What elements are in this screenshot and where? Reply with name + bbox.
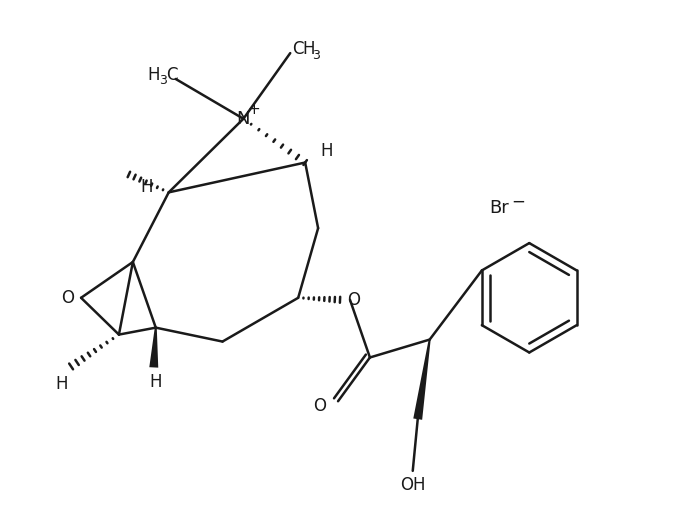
Polygon shape bbox=[150, 328, 158, 368]
Text: O: O bbox=[61, 289, 74, 307]
Text: C: C bbox=[166, 66, 177, 84]
Text: 3: 3 bbox=[312, 48, 320, 61]
Text: H: H bbox=[148, 66, 160, 84]
Text: O: O bbox=[314, 397, 326, 415]
Text: H: H bbox=[302, 40, 315, 58]
Text: C: C bbox=[292, 40, 303, 58]
Text: 3: 3 bbox=[159, 74, 166, 87]
Text: H: H bbox=[321, 141, 333, 160]
Text: +: + bbox=[247, 102, 260, 118]
Polygon shape bbox=[413, 340, 431, 420]
Text: H: H bbox=[55, 375, 68, 393]
Text: H: H bbox=[141, 178, 153, 197]
Text: N: N bbox=[237, 110, 250, 128]
Text: O: O bbox=[347, 291, 361, 309]
Text: Br: Br bbox=[489, 199, 509, 217]
Text: H: H bbox=[150, 373, 162, 392]
Text: −: − bbox=[512, 192, 525, 210]
Text: OH: OH bbox=[400, 476, 425, 494]
